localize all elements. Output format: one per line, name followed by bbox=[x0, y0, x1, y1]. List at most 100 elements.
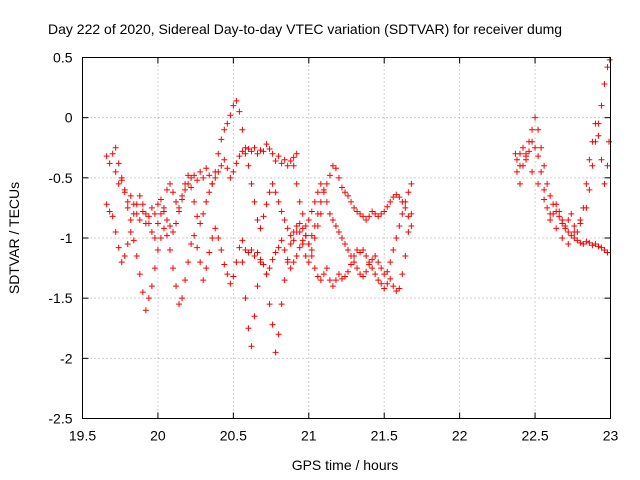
data-point bbox=[387, 275, 394, 282]
data-point bbox=[320, 271, 327, 278]
y-tick-labels: -2.5 -2 -1.5 -1 -0.5 0 0.5 bbox=[48, 50, 72, 427]
data-point bbox=[242, 144, 249, 151]
data-point bbox=[245, 325, 252, 332]
data-point bbox=[254, 216, 261, 223]
data-point bbox=[200, 277, 207, 284]
data-point bbox=[157, 196, 164, 203]
x-tick-label: 22.5 bbox=[521, 428, 548, 444]
data-point bbox=[139, 208, 146, 215]
data-point bbox=[239, 148, 246, 155]
y-tick-label: -2 bbox=[60, 350, 73, 366]
y-tick-label: -1.5 bbox=[48, 290, 72, 306]
data-point bbox=[341, 273, 348, 280]
data-point bbox=[354, 265, 361, 272]
data-point bbox=[191, 232, 198, 239]
data-point bbox=[598, 102, 605, 109]
data-point bbox=[320, 186, 327, 193]
data-point bbox=[272, 249, 279, 256]
x-tick-label: 20 bbox=[150, 428, 166, 444]
data-point bbox=[287, 241, 294, 248]
data-point bbox=[532, 144, 539, 151]
data-point bbox=[236, 108, 243, 115]
data-point bbox=[148, 204, 155, 211]
data-point bbox=[323, 265, 330, 272]
data-point bbox=[402, 198, 409, 205]
data-point bbox=[148, 283, 155, 290]
data-point bbox=[601, 180, 608, 187]
data-point bbox=[583, 204, 590, 211]
data-point bbox=[212, 174, 219, 181]
data-point bbox=[363, 268, 370, 275]
data-point bbox=[248, 247, 255, 254]
data-point bbox=[556, 208, 563, 215]
data-point bbox=[209, 180, 216, 187]
data-point bbox=[194, 244, 201, 251]
data-point bbox=[586, 156, 593, 163]
data-point bbox=[513, 156, 520, 163]
data-point bbox=[269, 150, 276, 157]
data-point bbox=[290, 228, 297, 235]
data-point bbox=[170, 189, 177, 196]
data-point bbox=[142, 307, 149, 314]
data-point bbox=[332, 277, 339, 284]
data-point bbox=[532, 114, 539, 121]
data-point bbox=[308, 208, 315, 215]
data-point bbox=[224, 165, 231, 172]
data-point bbox=[381, 208, 388, 215]
data-point bbox=[541, 186, 548, 193]
data-point bbox=[402, 253, 409, 260]
data-point bbox=[338, 184, 345, 191]
data-point bbox=[562, 222, 569, 229]
data-point bbox=[544, 204, 551, 211]
data-point bbox=[547, 192, 554, 199]
data-points bbox=[103, 56, 613, 356]
x-axis-label: GPS time / hours bbox=[292, 457, 399, 473]
data-point bbox=[154, 247, 161, 254]
data-point bbox=[121, 253, 128, 260]
data-point bbox=[390, 247, 397, 254]
data-point bbox=[139, 201, 146, 208]
data-point bbox=[589, 162, 596, 169]
data-point bbox=[278, 301, 285, 308]
data-point bbox=[245, 249, 252, 256]
data-point bbox=[254, 150, 261, 157]
data-point bbox=[598, 156, 605, 163]
data-point bbox=[151, 235, 158, 241]
data-point bbox=[124, 241, 131, 248]
data-point bbox=[281, 156, 288, 163]
data-point bbox=[236, 153, 243, 160]
data-point bbox=[154, 220, 161, 227]
data-point bbox=[194, 213, 201, 220]
x-tick-labels: 19.5 20 20.5 21 21.5 22 22.5 23 bbox=[69, 428, 619, 444]
data-point bbox=[127, 192, 134, 199]
data-point bbox=[109, 213, 116, 220]
data-point bbox=[179, 192, 186, 199]
data-point bbox=[314, 222, 321, 229]
data-point bbox=[263, 271, 270, 278]
data-point bbox=[269, 180, 276, 187]
data-point bbox=[372, 271, 379, 278]
data-point bbox=[248, 148, 255, 155]
data-point bbox=[553, 225, 560, 232]
data-point bbox=[200, 210, 207, 217]
data-point bbox=[278, 237, 285, 244]
data-point bbox=[290, 259, 297, 266]
data-point bbox=[384, 280, 391, 287]
data-point bbox=[568, 232, 575, 239]
data-point bbox=[390, 194, 397, 201]
data-point bbox=[399, 210, 406, 217]
data-point bbox=[166, 247, 173, 254]
data-point bbox=[221, 126, 228, 133]
data-point bbox=[338, 275, 345, 282]
data-point bbox=[366, 261, 373, 268]
data-point bbox=[601, 80, 608, 87]
data-point bbox=[124, 198, 131, 205]
data-point bbox=[574, 237, 581, 244]
data-point bbox=[182, 186, 189, 193]
data-point bbox=[296, 228, 303, 235]
data-point bbox=[335, 174, 342, 181]
data-point bbox=[272, 189, 279, 196]
data-point bbox=[296, 220, 303, 227]
data-point bbox=[326, 172, 333, 179]
